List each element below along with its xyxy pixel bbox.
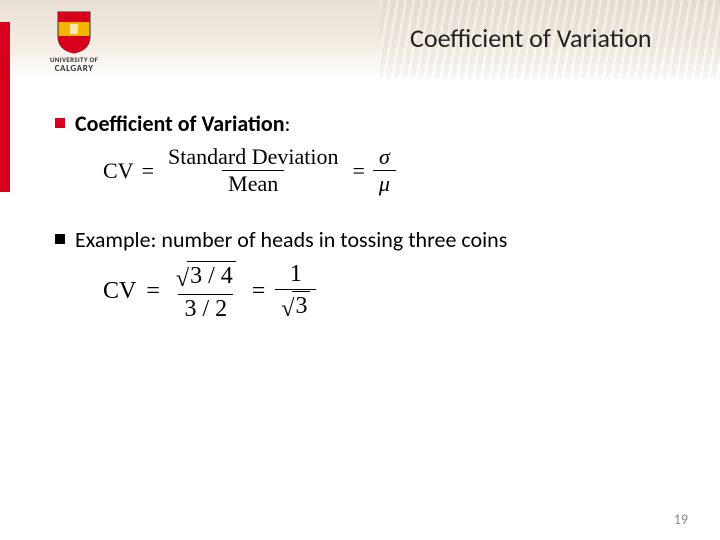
f2-eq: = (146, 278, 160, 305)
university-logo: UNIVERSITY OF CALGARY (50, 10, 98, 74)
crest-icon (56, 10, 92, 54)
bullet-1-colon: : (285, 110, 291, 137)
bullet-2: Example: number of heads in tossing thre… (55, 226, 680, 253)
f2-fraction-right: 1 √ 3 (275, 261, 316, 322)
f2-rhs-num: 1 (284, 261, 308, 288)
f1-sigma: σ (373, 145, 396, 170)
slide-title: Coefficient of Variation (410, 22, 652, 54)
page-number: 19 (674, 511, 688, 528)
university-name: UNIVERSITY OF CALGARY (50, 56, 98, 74)
f2-fraction-left: √ 3 / 4 3 / 2 (170, 261, 242, 322)
formula-cv-definition: CV = Standard Deviation Mean = σ μ (103, 145, 680, 196)
f2-numerator: √ 3 / 4 (170, 261, 242, 293)
sqrt-icon: √ 3 / 4 (176, 261, 236, 291)
sqrt-icon: √ 3 (281, 291, 310, 321)
square-bullet-icon (55, 234, 65, 244)
formula-cv-example: CV = √ 3 / 4 3 / 2 = 1 √ 3 (103, 261, 680, 322)
f2-denominator: 3 / 2 (178, 294, 233, 322)
f1-fraction-words: Standard Deviation Mean (162, 145, 344, 196)
content-area: Coefficient of Variation: CV = Standard … (55, 110, 680, 322)
f1-numerator: Standard Deviation (162, 145, 344, 170)
bullet-2-text: Example: number of heads in tossing thre… (75, 226, 507, 253)
square-bullet-icon (55, 118, 65, 128)
bullet-1-label: Coefficient of Variation (75, 110, 285, 137)
bullet-1-text: Coefficient of Variation: (75, 110, 290, 137)
accent-red-bar (0, 22, 10, 192)
f1-lhs: CV (103, 158, 134, 184)
f2-eq2: = (252, 278, 266, 305)
f2-num-radicand: 3 / 4 (187, 261, 236, 291)
f1-fraction-symbols: σ μ (373, 145, 396, 196)
f2-rhs-den: √ 3 (275, 289, 316, 322)
uni-line2: CALGARY (55, 63, 94, 74)
f1-eq2: = (352, 158, 364, 184)
f2-rhs-radicand: 3 (292, 291, 310, 321)
f1-denominator: Mean (222, 170, 284, 196)
f1-eq: = (142, 158, 154, 184)
f1-mu: μ (373, 170, 396, 196)
f2-lhs: CV (103, 278, 136, 305)
bullet-1: Coefficient of Variation: (55, 110, 680, 137)
